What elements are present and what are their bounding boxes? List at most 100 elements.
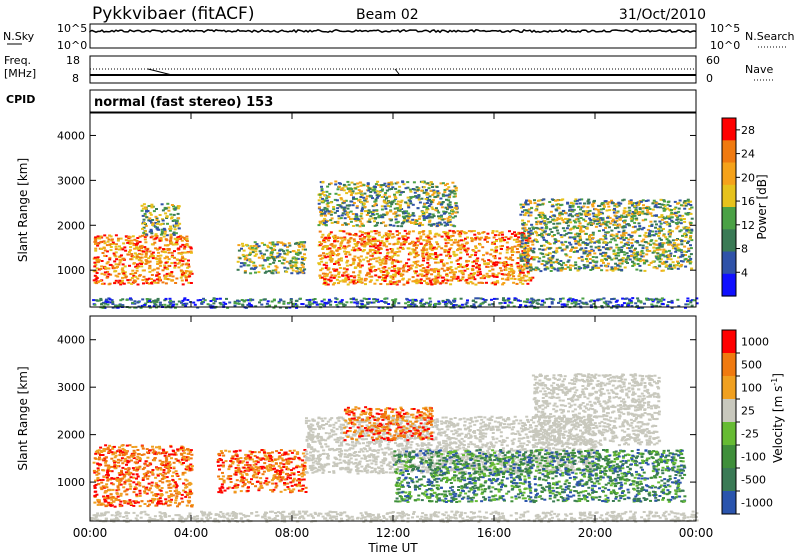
scatter-cell — [166, 203, 169, 205]
scatter-cell — [322, 304, 325, 306]
scatter-cell — [174, 238, 177, 240]
scatter-cell — [248, 259, 251, 261]
scatter-cell — [381, 196, 384, 198]
scatter-cell — [501, 273, 504, 275]
scatter-cell — [321, 248, 324, 250]
scatter-cell — [122, 263, 125, 265]
scatter-cell — [530, 267, 533, 269]
scatter-cell — [578, 220, 581, 222]
scatter-cell — [537, 221, 540, 223]
scatter-cell — [153, 242, 156, 244]
scatter-cell — [326, 273, 329, 275]
scatter-cell — [503, 264, 506, 266]
scatter-cell — [537, 204, 540, 206]
scatter-cell — [501, 278, 504, 280]
scatter-cell — [130, 283, 133, 285]
scatter-cell — [234, 302, 237, 304]
scatter-cell — [618, 269, 621, 271]
scatter-cell — [471, 240, 474, 242]
scatter-cell — [630, 251, 633, 253]
scatter-cell — [521, 270, 524, 272]
scatter-cell — [574, 302, 577, 304]
scatter-cell — [484, 263, 487, 265]
scatter-cell — [323, 241, 326, 243]
scatter-cell — [449, 201, 452, 203]
scatter-cell — [578, 266, 581, 268]
scatter-cell — [441, 219, 444, 221]
scatter-cell — [357, 218, 360, 220]
scatter-cell — [685, 236, 688, 238]
scatter-cell — [422, 247, 425, 249]
scatter-cell — [159, 247, 162, 249]
y-tick-label: 1000 — [57, 264, 85, 277]
scatter-cell — [334, 275, 337, 277]
scatter-cell — [376, 279, 379, 281]
scatter-cell — [415, 247, 418, 249]
scatter-cell — [391, 261, 394, 263]
scatter-cell — [338, 194, 341, 196]
scatter-cell — [471, 269, 474, 271]
scatter-cell — [451, 213, 454, 215]
scatter-cell — [478, 250, 481, 252]
scatter-cell — [623, 254, 626, 256]
scatter-cell — [283, 253, 286, 255]
scatter-cell — [170, 280, 173, 282]
scatter-cell — [272, 262, 275, 264]
scatter-cell — [680, 264, 683, 266]
scatter-cell — [288, 245, 291, 247]
scatter-cell — [673, 242, 676, 244]
scatter-cell — [650, 298, 653, 300]
scatter-cell — [649, 221, 652, 223]
scatter-cell — [516, 239, 519, 241]
scatter-cell — [269, 263, 272, 265]
scatter-cell — [420, 190, 423, 192]
scatter-cell — [556, 199, 559, 201]
scatter-cell — [319, 211, 322, 213]
scatter-cell — [283, 267, 286, 269]
scatter-cell — [447, 186, 450, 188]
scatter-cell — [508, 301, 511, 303]
scatter-cell — [142, 282, 145, 284]
scatter-cell — [330, 277, 333, 279]
scatter-cell — [126, 279, 129, 281]
scatter-cell — [589, 262, 592, 264]
scatter-cell — [687, 200, 690, 202]
scatter-cell — [422, 251, 425, 253]
scatter-cell — [453, 196, 456, 198]
scatter-cell — [475, 260, 478, 262]
scatter-cell — [331, 274, 334, 276]
scatter-cell — [612, 235, 615, 237]
scatter-cell — [524, 202, 527, 204]
scatter-cell — [159, 255, 162, 257]
scatter-cell — [156, 223, 159, 225]
scatter-cell — [543, 220, 546, 222]
scatter-cell — [599, 213, 602, 215]
scatter-cell — [460, 298, 463, 300]
scatter-cell — [97, 235, 100, 237]
scatter-cell — [689, 262, 692, 264]
scatter-cell — [657, 228, 660, 230]
scatter-cell — [344, 277, 347, 279]
scatter-cell — [560, 241, 563, 243]
scatter-cell — [131, 277, 134, 279]
scatter-cell — [122, 272, 125, 274]
scatter-cell — [141, 279, 144, 281]
scatter-cell — [542, 237, 545, 239]
scatter-cell — [499, 232, 502, 234]
scatter-cell — [357, 192, 360, 194]
scatter-cell — [164, 231, 167, 233]
scatter-cell — [636, 297, 639, 299]
scatter-cell — [435, 207, 438, 209]
scatter-cell — [402, 278, 405, 280]
scatter-cell — [335, 193, 338, 195]
scatter-cell — [328, 237, 331, 239]
scatter-cell — [343, 251, 346, 253]
scatter-cell — [524, 227, 527, 229]
scatter-cell — [495, 230, 498, 232]
scatter-cell — [633, 263, 636, 265]
scatter-cell — [154, 238, 157, 240]
scatter-cell — [655, 231, 658, 233]
scatter-cell — [182, 263, 185, 265]
scatter-cell — [337, 248, 340, 250]
scatter-cell — [652, 209, 655, 211]
